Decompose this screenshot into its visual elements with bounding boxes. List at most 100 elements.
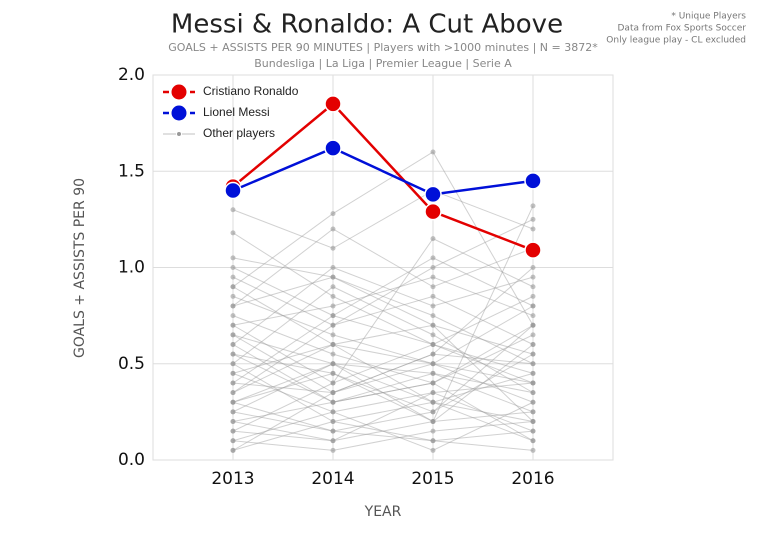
other-player-line — [232, 344, 534, 442]
series-point — [424, 185, 442, 204]
other-player-point — [230, 274, 236, 280]
other-player-point — [430, 447, 436, 453]
y-tick-label: 0.5 — [118, 354, 145, 374]
other-player-line — [232, 286, 534, 394]
other-player-point — [430, 438, 436, 444]
other-player-line — [232, 411, 534, 451]
other-player-line — [232, 237, 534, 384]
other-player-point — [230, 265, 236, 270]
other-player-line — [232, 344, 534, 423]
other-player-point — [230, 390, 236, 396]
other-player-point — [230, 322, 236, 328]
other-player-point — [530, 351, 536, 357]
other-player-point — [430, 380, 436, 386]
other-player-line — [232, 353, 534, 413]
other-player-point — [430, 322, 436, 328]
series-point — [324, 95, 342, 113]
other-player-point — [330, 313, 336, 319]
other-player-point — [530, 342, 536, 347]
other-player-point — [330, 322, 336, 328]
series-line — [232, 102, 534, 252]
other-player-point — [430, 390, 436, 396]
other-player-point — [430, 361, 436, 367]
other-player-point — [530, 265, 536, 270]
other-player-point — [330, 438, 336, 444]
other-player-line — [232, 334, 534, 422]
legend-label: Other players — [203, 126, 275, 140]
other-player-point — [530, 226, 536, 232]
other-player-line — [232, 257, 534, 365]
other-player-point — [430, 149, 436, 155]
other-player-point — [230, 332, 236, 338]
other-player-point — [230, 207, 236, 213]
other-player-point — [530, 447, 536, 453]
other-player-line — [232, 324, 534, 422]
other-player-point — [230, 255, 236, 261]
y-tick-label: 1.5 — [118, 161, 145, 181]
other-player-point — [230, 370, 236, 376]
other-player-point — [430, 284, 436, 290]
other-player-line — [232, 363, 534, 413]
other-player-point — [530, 428, 536, 434]
other-player-line — [232, 266, 534, 345]
other-player-point — [230, 399, 236, 405]
x-axis-label: YEAR — [364, 504, 402, 520]
other-player-point — [530, 293, 536, 299]
other-player-point — [330, 390, 336, 396]
y-tick-label: 0.0 — [118, 450, 145, 470]
other-player-point — [230, 351, 236, 357]
other-player-point — [430, 313, 436, 319]
other-player-point — [430, 342, 436, 347]
other-player-point — [330, 274, 336, 280]
series-point — [424, 202, 442, 221]
other-player-line — [232, 363, 534, 442]
other-player-point — [430, 293, 436, 299]
legend-marker — [170, 83, 188, 101]
other-player-point — [530, 216, 536, 222]
other-player-line — [232, 295, 534, 403]
other-player-line — [232, 267, 534, 394]
series-point — [524, 241, 542, 259]
other-player-point — [530, 322, 536, 328]
other-player-line — [232, 392, 534, 442]
other-player-point — [330, 332, 336, 338]
other-player-line — [232, 315, 534, 384]
other-player-line — [232, 295, 534, 394]
other-player-point — [230, 380, 236, 386]
x-tick-label: 2013 — [211, 469, 254, 489]
legend-marker — [170, 104, 188, 122]
other-player-line — [232, 286, 534, 403]
y-tick-label: 2.0 — [118, 65, 145, 85]
other-player-point — [530, 399, 536, 405]
other-player-point — [430, 419, 436, 424]
series-point — [524, 172, 542, 190]
other-player-point — [330, 226, 336, 232]
other-player-point — [330, 428, 336, 434]
other-player-point — [230, 293, 236, 299]
other-player-line — [232, 343, 534, 432]
other-player-point — [230, 342, 236, 347]
other-player-line — [232, 324, 534, 432]
other-player-line — [232, 401, 534, 451]
other-player-point — [530, 419, 536, 424]
other-player-point — [530, 284, 536, 290]
x-tick-label: 2014 — [311, 469, 354, 489]
other-player-point — [430, 351, 436, 357]
legend-label: Lionel Messi — [203, 105, 270, 119]
other-player-point — [330, 351, 336, 357]
other-player-point — [230, 409, 236, 415]
other-player-point — [330, 342, 336, 347]
legend-label: Cristiano Ronaldo — [203, 84, 299, 98]
other-player-point — [430, 274, 436, 280]
x-tick-label: 2016 — [511, 469, 554, 489]
other-player-line — [232, 232, 534, 384]
other-player-point — [330, 419, 336, 424]
other-player-point — [330, 447, 336, 453]
other-player-line — [232, 218, 534, 326]
other-player-point — [530, 203, 536, 209]
other-player-point — [330, 370, 336, 376]
other-player-point — [430, 370, 436, 376]
series-line — [232, 146, 534, 196]
other-player-line — [232, 151, 534, 326]
